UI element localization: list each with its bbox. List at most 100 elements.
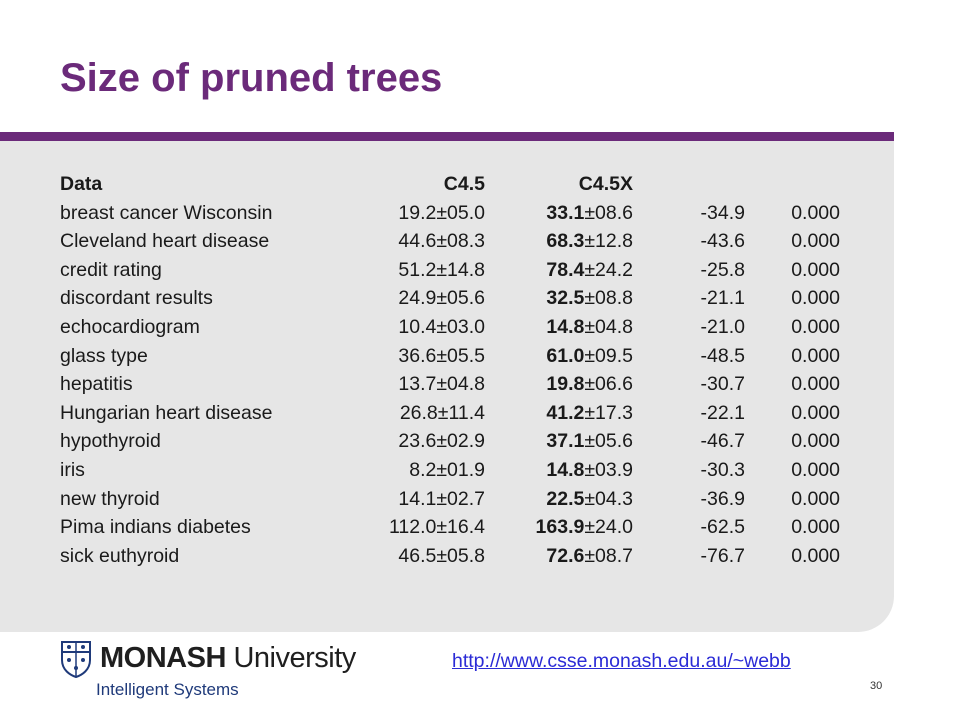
significance-cell: 0.000 — [791, 315, 840, 338]
difference-cell: -30.7 — [700, 373, 745, 396]
dataset-name-cell: Hungarian heart disease — [60, 401, 273, 424]
c45-size-cell: 13.7±04.8 — [398, 373, 485, 396]
c45x-size-cell: 41.2±17.3 — [485, 399, 633, 428]
significance-cell: 0.000 — [791, 201, 840, 224]
c45-size-cell: 24.9±05.6 — [398, 287, 485, 310]
dataset-name-cell: hypothyroid — [60, 430, 161, 453]
header-significance — [745, 170, 840, 199]
c45x-size-cell: 37.1±05.6 — [485, 427, 633, 456]
footer-link[interactable]: http://www.csse.monash.edu.au/~webb — [452, 650, 791, 672]
slide-title: Size of pruned trees — [60, 56, 443, 100]
table-row: echocardiogram 10.4±03.0 14.8±04.8 -21.0 0.0… — [60, 313, 840, 342]
title-divider — [0, 132, 894, 141]
c45-size-cell: 51.2±14.8 — [398, 258, 485, 281]
c45x-sd: ±04.3 — [584, 487, 633, 510]
dataset-name-cell: iris — [60, 458, 85, 481]
results-table: Data C4.5 C4.5X breast cancer Wisconsin 1… — [60, 170, 840, 570]
c45x-mean: 32.5 — [546, 287, 585, 310]
c45x-sd: ±04.8 — [584, 315, 633, 338]
c45x-size-cell: 68.3±12.8 — [485, 227, 633, 256]
content-panel — [0, 141, 894, 632]
difference-cell: -21.0 — [700, 315, 745, 338]
c45x-mean: 14.8 — [546, 458, 585, 481]
header-c45: C4.5 — [443, 173, 485, 195]
table-row: hepatitis 13.7±04.8 19.8±06.6 -30.7 0.000 — [60, 370, 840, 399]
significance-cell: 0.000 — [791, 230, 840, 253]
table-row: glass type 36.6±05.5 61.0±09.5 -48.5 0.000 — [60, 342, 840, 371]
c45x-mean: 22.5 — [546, 487, 585, 510]
table-row: discordant results 24.9±05.6 32.5±08.8 -21.… — [60, 284, 840, 313]
difference-cell: -76.7 — [700, 544, 745, 567]
c45x-sd: ±24.2 — [584, 258, 633, 281]
c45x-mean: 37.1 — [546, 430, 585, 453]
difference-cell: -62.5 — [700, 516, 745, 539]
logo-wordmark: MONASH University — [100, 642, 356, 674]
table-row: Cleveland heart disease 44.6±08.3 68.3±12.… — [60, 227, 840, 256]
table-row: iris 8.2±01.9 14.8±03.9 -30.3 0.000 — [60, 456, 840, 485]
c45x-mean: 163.9 — [535, 516, 585, 539]
c45x-sd: ±03.9 — [584, 458, 633, 481]
c45x-sd: ±08.7 — [584, 544, 633, 567]
header-difference — [633, 170, 745, 199]
footer-subtitle: Intelligent Systems — [96, 680, 239, 699]
dataset-name-cell: hepatitis — [60, 373, 133, 396]
c45x-size-cell: 72.6±08.7 — [485, 542, 633, 571]
c45x-size-cell: 14.8±04.8 — [485, 313, 633, 342]
c45x-sd: ±24.0 — [584, 516, 633, 539]
significance-cell: 0.000 — [791, 487, 840, 510]
c45x-mean: 72.6 — [546, 544, 585, 567]
c45-size-cell: 10.4±03.0 — [398, 315, 485, 338]
table-row: Pima indians diabetes 112.0±16.4 163.9±24.… — [60, 513, 840, 542]
c45-size-cell: 36.6±05.5 — [398, 344, 485, 367]
c45x-sd: ±08.8 — [584, 287, 633, 310]
c45-size-cell: 19.2±05.0 — [398, 201, 485, 224]
header-data: Data — [60, 173, 103, 195]
c45x-mean: 78.4 — [546, 258, 585, 281]
difference-cell: -48.5 — [700, 344, 745, 367]
c45-size-cell: 112.0±16.4 — [388, 516, 485, 539]
c45x-mean: 41.2 — [546, 401, 585, 424]
table-row: Hungarian heart disease 26.8±11.4 41.2±17.… — [60, 399, 840, 428]
significance-cell: 0.000 — [791, 344, 840, 367]
c45x-size-cell: 32.5±08.8 — [485, 284, 633, 313]
difference-cell: -25.8 — [700, 258, 745, 281]
difference-cell: -36.9 — [700, 487, 745, 510]
table-row: breast cancer Wisconsin 19.2±05.0 33.1±08.… — [60, 199, 840, 228]
c45x-sd: ±17.3 — [584, 401, 633, 424]
dataset-name-cell: credit rating — [60, 258, 162, 281]
c45x-sd: ±08.6 — [584, 201, 633, 224]
c45-size-cell: 26.8±11.4 — [399, 401, 485, 424]
c45x-sd: ±09.5 — [584, 344, 633, 367]
dataset-name-cell: breast cancer Wisconsin — [60, 201, 273, 224]
header-c45x: C4.5X — [578, 173, 633, 195]
c45-size-cell: 46.5±05.8 — [398, 544, 485, 567]
c45x-mean: 19.8 — [546, 373, 585, 396]
c45-size-cell: 44.6±08.3 — [398, 230, 485, 253]
difference-cell: -46.7 — [700, 430, 745, 453]
dataset-name-cell: echocardiogram — [60, 315, 200, 338]
significance-cell: 0.000 — [791, 516, 840, 539]
c45x-mean: 33.1 — [546, 201, 585, 224]
c45x-size-cell: 78.4±24.2 — [485, 256, 633, 285]
significance-cell: 0.000 — [791, 287, 840, 310]
monash-logo: MONASH University — [60, 638, 380, 688]
significance-cell: 0.000 — [791, 544, 840, 567]
page-number: 30 — [870, 680, 883, 692]
significance-cell: 0.000 — [791, 458, 840, 481]
dataset-name-cell: Pima indians diabetes — [60, 516, 251, 539]
significance-cell: 0.000 — [791, 401, 840, 424]
dataset-name-cell: discordant results — [60, 287, 213, 310]
c45-size-cell: 14.1±02.7 — [398, 487, 485, 510]
c45x-size-cell: 19.8±06.6 — [485, 370, 633, 399]
c45x-size-cell: 22.5±04.3 — [485, 485, 633, 514]
c45-size-cell: 23.6±02.9 — [398, 430, 485, 453]
significance-cell: 0.000 — [791, 430, 840, 453]
c45x-size-cell: 61.0±09.5 — [485, 342, 633, 371]
difference-cell: -34.9 — [700, 201, 745, 224]
table-row: credit rating 51.2±14.8 78.4±24.2 -25.8 0.00… — [60, 256, 840, 285]
c45x-sd: ±05.6 — [584, 430, 633, 453]
c45x-size-cell: 14.8±03.9 — [485, 456, 633, 485]
difference-cell: -43.6 — [700, 230, 745, 253]
table-header-row: Data C4.5 C4.5X — [60, 170, 840, 199]
significance-cell: 0.000 — [791, 258, 840, 281]
